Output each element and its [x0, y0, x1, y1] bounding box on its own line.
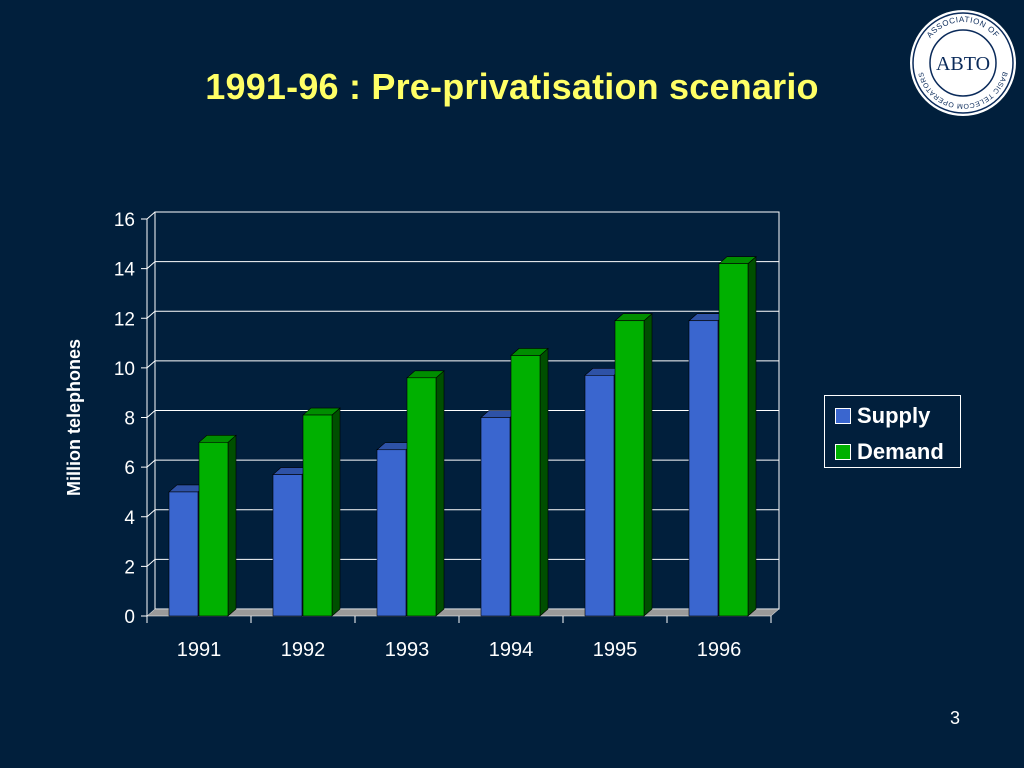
demand-bar-1991-side — [227, 434, 237, 617]
x-tick-label: 1996 — [697, 639, 742, 661]
gridline-diagonal — [146, 261, 156, 270]
supply-bar-1996 — [688, 320, 719, 617]
demand-bar-1995 — [614, 320, 645, 617]
gridline-diagonal — [146, 211, 156, 220]
supply-bar-1994 — [480, 417, 511, 617]
y-tick-label: 10 — [114, 359, 135, 380]
x-tick-label: 1993 — [385, 639, 430, 661]
x-tick-label: 1992 — [281, 639, 326, 661]
page-number: 3 — [949, 708, 960, 728]
demand-bar-1996 — [718, 263, 749, 617]
y-tick-label: 6 — [124, 458, 135, 479]
demand-bar-1993 — [406, 377, 437, 617]
legend-item-demand: Demand — [835, 439, 944, 464]
legend-item-supply: Supply — [835, 403, 931, 428]
supply-bar-1995 — [584, 375, 615, 617]
demand-bar-1996-side — [747, 256, 757, 617]
gridline-diagonal — [146, 310, 156, 319]
gridline-diagonal — [146, 558, 156, 567]
y-tick-label: 0 — [124, 607, 135, 628]
demand-bar-1994-side — [539, 347, 549, 617]
y-axis-label: Million telephones — [64, 339, 84, 496]
y-tick-label: 4 — [124, 508, 135, 529]
legend-label-supply: Supply — [857, 403, 931, 428]
demand-bar-1992-side — [331, 407, 341, 617]
demand-bar-1992 — [302, 414, 333, 617]
y-tick-label: 2 — [124, 557, 135, 578]
y-tick-label: 16 — [114, 210, 135, 231]
x-tick-label: 1991 — [177, 639, 222, 661]
demand-bar-1991 — [198, 442, 229, 617]
supply-bar-1991 — [168, 491, 199, 617]
legend-label-demand: Demand — [857, 439, 944, 464]
gridline-diagonal — [146, 410, 156, 418]
chart-floor — [146, 608, 780, 617]
abto-logo: ASSOCIATION OF BASIC TELECOM OPERATORS A… — [910, 10, 1016, 116]
x-tick-label: 1995 — [593, 639, 638, 661]
demand-bar-1995-side — [643, 313, 653, 617]
supply-bar-1993 — [376, 449, 407, 617]
supply-bar-1992 — [272, 474, 303, 617]
legend-swatch-supply — [835, 408, 851, 424]
y-tick-label: 12 — [114, 309, 135, 330]
chart-legend: Supply Demand — [824, 395, 961, 468]
y-tick-label: 14 — [114, 260, 136, 281]
legend-swatch-demand — [835, 444, 851, 460]
demand-bar-1994 — [510, 355, 541, 617]
logo-acronym: ABTO — [936, 53, 990, 75]
page-title: 1991-96 : Pre-privatisation scenario — [205, 66, 819, 107]
gridline-diagonal — [146, 459, 156, 468]
gridline-diagonal — [146, 509, 156, 518]
gridline-diagonal — [146, 360, 156, 369]
y-tick-label: 8 — [124, 409, 135, 430]
demand-bar-1993-side — [435, 370, 445, 617]
x-tick-label: 1994 — [489, 639, 534, 661]
